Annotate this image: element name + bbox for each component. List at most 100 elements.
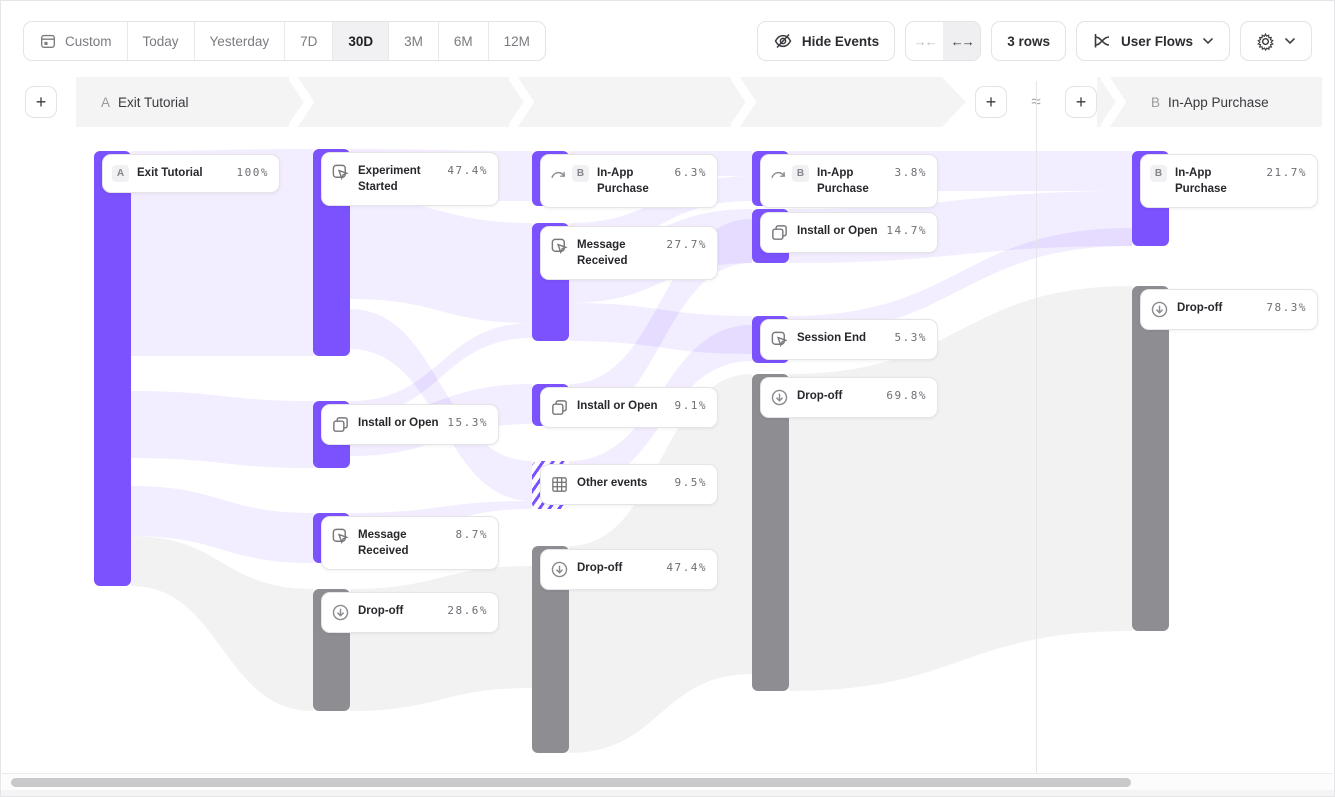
flow-node-label: Session End bbox=[797, 332, 867, 344]
date-range-7d[interactable]: 7D bbox=[284, 22, 332, 60]
flow-b-badge: B bbox=[1151, 94, 1161, 110]
user-flows-icon bbox=[1092, 31, 1112, 51]
flow-ribbon-b2-c2 bbox=[350, 323, 532, 416]
date-range-today[interactable]: Today bbox=[126, 22, 194, 60]
flow-node-label: Install or Open bbox=[797, 225, 878, 237]
flow-node-card-c3[interactable]: Install or Open 9.1% bbox=[540, 387, 718, 428]
date-range-label: 7D bbox=[300, 33, 318, 49]
flow-node-value: 9.1% bbox=[674, 399, 707, 412]
flow-node-label: Drop-off bbox=[797, 390, 843, 402]
add-step-button-left[interactable]: + bbox=[25, 86, 57, 118]
install-open-icon bbox=[770, 223, 789, 242]
flow-node-bar-a1[interactable] bbox=[94, 151, 131, 586]
flow-node-label: Message Received bbox=[577, 239, 628, 268]
flow-node-label: Message Received bbox=[358, 529, 409, 558]
flow-node-value: 14.7% bbox=[886, 224, 927, 237]
flow-node-bar-e2[interactable] bbox=[1132, 286, 1169, 631]
scrollbar-thumb[interactable] bbox=[11, 777, 1131, 787]
combo-event-icon bbox=[550, 167, 567, 181]
gear-icon bbox=[1256, 32, 1275, 51]
flow-node-card-b4[interactable]: Drop-off 28.6% bbox=[321, 592, 499, 633]
flow-node-card-b1[interactable]: Experiment Started 47.4% bbox=[321, 152, 499, 207]
flow-node-card-d1[interactable]: B In-App Purchase 3.8% bbox=[760, 154, 938, 209]
flow-node-card-a1[interactable]: A Exit Tutorial 100% bbox=[102, 154, 280, 193]
flow-node-card-b3[interactable]: Message Received 8.7% bbox=[321, 516, 499, 571]
flow-node-value: 100% bbox=[236, 166, 269, 179]
flow-node-card-c5[interactable]: Drop-off 47.4% bbox=[540, 549, 718, 590]
flow-node-label: Drop-off bbox=[577, 562, 623, 574]
click-event-icon bbox=[550, 237, 569, 256]
flow-ribbons bbox=[131, 149, 1132, 753]
date-range-label: 12M bbox=[503, 33, 530, 49]
hide-events-button[interactable]: Hide Events bbox=[756, 21, 896, 61]
drop-off-icon bbox=[1150, 300, 1169, 319]
flow-ribbon-a1-b4 bbox=[131, 536, 313, 711]
flow-node-label: Experiment Started bbox=[358, 165, 421, 194]
flow-node-card-e1[interactable]: B In-App Purchase 21.7% bbox=[1140, 154, 1318, 209]
flow-b-badge: B bbox=[1150, 165, 1167, 182]
rows-button[interactable]: 3 rows bbox=[991, 21, 1066, 61]
flow-b-badge: B bbox=[792, 165, 809, 182]
toolbar: Custom Today Yesterday 7D 30D 3M 6M 12M Hide Ev… bbox=[23, 21, 1312, 61]
view-selector-dropdown[interactable]: User Flows bbox=[1075, 21, 1230, 61]
flow-node-card-d4[interactable]: Drop-off 69.8% bbox=[760, 377, 938, 418]
chevron-separator-icon bbox=[509, 77, 535, 127]
flow-b-name: In-App Purchase bbox=[1168, 94, 1269, 110]
flow-a-name: Exit Tutorial bbox=[118, 94, 189, 110]
flow-node-label: In-App Purchase bbox=[1175, 167, 1227, 196]
flow-node-card-d2[interactable]: Install or Open 14.7% bbox=[760, 212, 938, 253]
horizontal-scrollbar[interactable] bbox=[2, 773, 1333, 790]
flow-node-value: 28.6% bbox=[447, 604, 488, 617]
flow-node-card-e2[interactable]: Drop-off 78.3% bbox=[1140, 289, 1318, 330]
chevron-down-icon bbox=[1202, 37, 1214, 45]
date-range-label: 3M bbox=[404, 33, 423, 49]
settings-dropdown-button[interactable] bbox=[1240, 21, 1312, 61]
toolbar-right: Hide Events →← ←→ 3 rows User Flows bbox=[756, 21, 1312, 61]
expand-columns-button[interactable]: ←→ bbox=[943, 22, 981, 60]
date-range-6m[interactable]: 6M bbox=[437, 22, 488, 60]
date-range-selector: Custom Today Yesterday 7D 30D 3M 6M 12M bbox=[23, 21, 546, 61]
flow-node-value: 47.4% bbox=[447, 164, 488, 177]
date-range-3m[interactable]: 3M bbox=[388, 22, 438, 60]
flow-node-value: 6.3% bbox=[674, 166, 707, 179]
flow-ribbon-c2-d3 bbox=[569, 303, 752, 354]
flow-node-value: 15.3% bbox=[447, 416, 488, 429]
date-range-label: 30D bbox=[348, 33, 374, 49]
collapse-columns-button[interactable]: →← bbox=[913, 33, 938, 49]
flow-node-card-b2[interactable]: Install or Open 15.3% bbox=[321, 404, 499, 445]
flow-node-value: 21.7% bbox=[1266, 166, 1307, 179]
date-range-custom[interactable]: Custom bbox=[24, 22, 127, 60]
flow-ribbon-d3-e1 bbox=[789, 228, 1132, 334]
flow-node-value: 69.8% bbox=[886, 389, 927, 402]
date-range-label: 6M bbox=[453, 33, 473, 49]
date-range-12m[interactable]: 12M bbox=[487, 22, 545, 60]
add-step-button-right[interactable]: + bbox=[1065, 86, 1097, 118]
drop-off-icon bbox=[331, 603, 350, 622]
flow-node-card-c1[interactable]: B In-App Purchase 6.3% bbox=[540, 154, 718, 209]
combo-event-icon bbox=[770, 167, 787, 181]
flow-node-card-c4[interactable]: Other events 9.5% bbox=[540, 464, 718, 505]
flow-a-title: A Exit Tutorial bbox=[101, 77, 189, 127]
flow-node-card-c2[interactable]: Message Received 27.7% bbox=[540, 226, 718, 281]
eye-off-icon bbox=[773, 31, 793, 51]
flow-b-badge: B bbox=[572, 165, 589, 182]
flow-node-card-d3[interactable]: Session End 5.3% bbox=[760, 319, 938, 360]
flow-node-label: Exit Tutorial bbox=[137, 167, 203, 179]
bottom-strip bbox=[1, 790, 1334, 796]
drop-off-icon bbox=[550, 560, 569, 579]
calendar-icon bbox=[39, 32, 57, 50]
add-step-button-middle[interactable]: + bbox=[975, 86, 1007, 118]
flow-node-value: 5.3% bbox=[894, 331, 927, 344]
flow-node-value: 47.4% bbox=[666, 561, 707, 574]
flow-b-header-band[interactable] bbox=[1097, 77, 1322, 127]
date-range-30d[interactable]: 30D bbox=[332, 22, 389, 60]
flow-node-bar-d4[interactable] bbox=[752, 374, 789, 691]
flow-canvas: A Exit Tutorial 100% Experiment Started 47.4… bbox=[1, 127, 1334, 777]
other-events-icon bbox=[550, 475, 569, 494]
flow-ribbon-a1-b3 bbox=[131, 486, 313, 563]
view-selector-label: User Flows bbox=[1120, 33, 1193, 49]
chevron-separator-icon bbox=[1101, 77, 1127, 127]
date-range-yesterday[interactable]: Yesterday bbox=[193, 22, 285, 60]
collapse-expand-toggle: →← ←→ bbox=[905, 21, 982, 61]
